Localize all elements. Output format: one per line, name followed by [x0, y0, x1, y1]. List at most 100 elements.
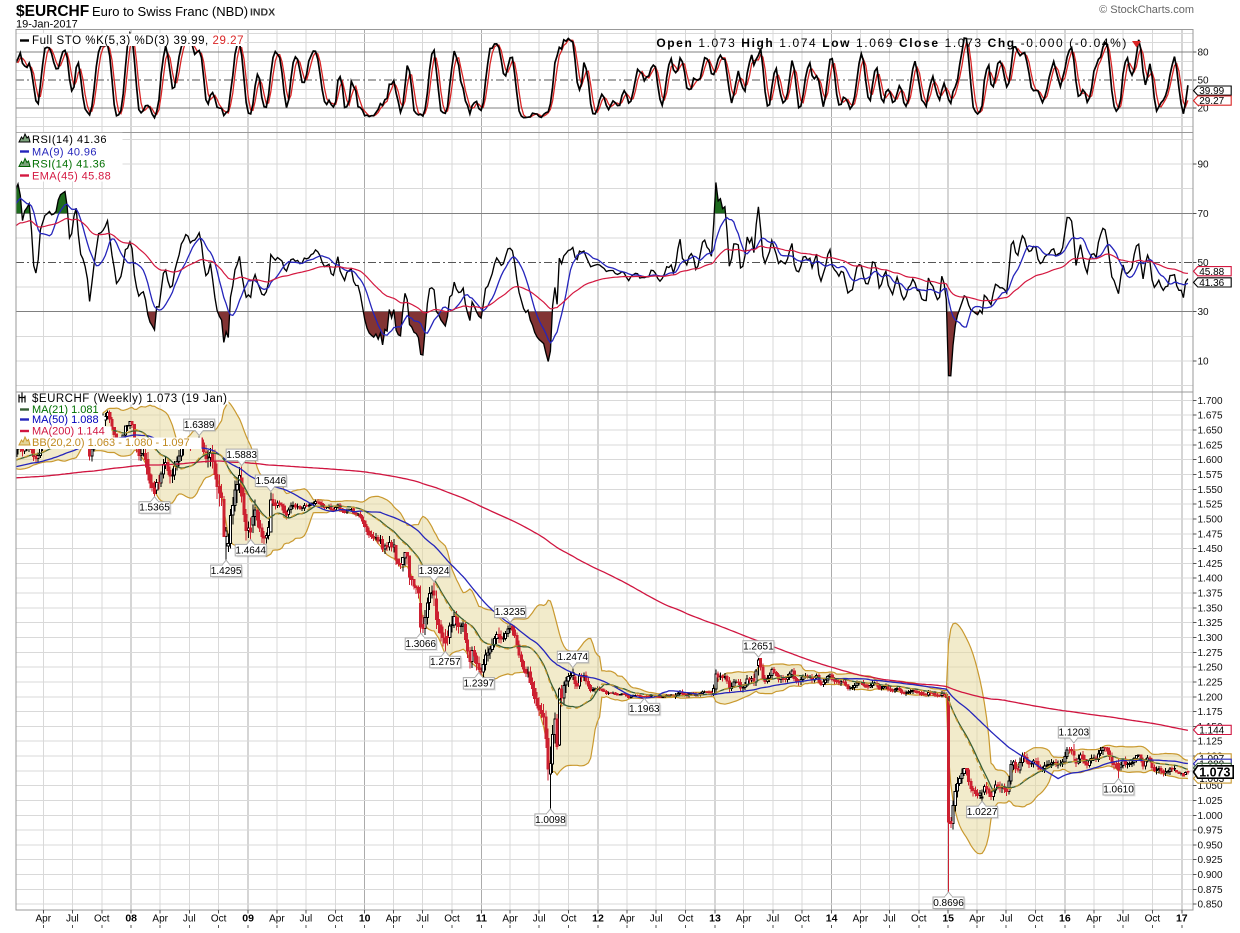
- svg-text:19-Jan-2017: 19-Jan-2017: [16, 19, 78, 31]
- svg-text:80: 80: [1198, 48, 1210, 59]
- svg-text:Oct: Oct: [444, 914, 460, 925]
- svg-text:1.575: 1.575: [1198, 470, 1223, 481]
- svg-text:1.2651: 1.2651: [743, 642, 774, 653]
- svg-text:Apr: Apr: [502, 914, 518, 925]
- svg-text:20: 20: [1198, 104, 1210, 115]
- svg-text:30: 30: [1198, 307, 1210, 318]
- svg-text:1.450: 1.450: [1198, 544, 1223, 555]
- svg-text:Jul: Jul: [1000, 914, 1013, 925]
- svg-text:90: 90: [1198, 160, 1210, 171]
- svg-text:MA(21) 1.081: MA(21) 1.081: [32, 404, 99, 416]
- svg-text:15: 15: [942, 913, 954, 925]
- svg-text:MA(200) 1.144: MA(200) 1.144: [32, 426, 105, 438]
- svg-text:08: 08: [125, 913, 137, 925]
- svg-text:0.8696: 0.8696: [933, 898, 964, 909]
- svg-text:Oct: Oct: [94, 914, 110, 925]
- svg-text:Euro to Swiss Franc (NBD): Euro to Swiss Franc (NBD): [92, 4, 248, 19]
- svg-text:10: 10: [1198, 356, 1210, 367]
- svg-text:14: 14: [826, 913, 838, 925]
- svg-text:0.900: 0.900: [1198, 870, 1223, 881]
- svg-text:1.5446: 1.5446: [256, 476, 287, 487]
- svg-text:1.000: 1.000: [1198, 811, 1223, 822]
- svg-text:1.5883: 1.5883: [226, 450, 257, 461]
- svg-text:BB(20,2.0) 1.063 - 1.080 - 1.0: BB(20,2.0) 1.063 - 1.080 - 1.097: [32, 437, 190, 449]
- svg-text:10: 10: [359, 913, 371, 925]
- svg-text:0.975: 0.975: [1198, 826, 1223, 837]
- svg-text:1.125: 1.125: [1198, 737, 1223, 748]
- svg-text:Jul: Jul: [883, 914, 896, 925]
- svg-text:1.275: 1.275: [1198, 648, 1223, 659]
- svg-text:1.525: 1.525: [1198, 500, 1223, 511]
- svg-text:1.325: 1.325: [1198, 618, 1223, 629]
- svg-text:70: 70: [1198, 209, 1210, 220]
- svg-text:39.99: 39.99: [1199, 86, 1224, 97]
- svg-text:1.4644: 1.4644: [235, 545, 266, 556]
- svg-text:Apr: Apr: [269, 914, 285, 925]
- svg-text:Jul: Jul: [766, 914, 779, 925]
- svg-text:1.650: 1.650: [1198, 426, 1223, 437]
- svg-text:Oct: Oct: [1145, 914, 1161, 925]
- svg-text:Apr: Apr: [36, 914, 52, 925]
- svg-text:1.700: 1.700: [1198, 396, 1223, 407]
- svg-text:1.250: 1.250: [1198, 663, 1223, 674]
- svg-text:$EURCHF (Weekly) 1.073 (19 Jan: $EURCHF (Weekly) 1.073 (19 Jan): [32, 393, 228, 405]
- svg-text:1.1203: 1.1203: [1059, 727, 1090, 738]
- svg-text:1.425: 1.425: [1198, 559, 1223, 570]
- svg-text:RSI(14) 41.36: RSI(14) 41.36: [32, 159, 106, 171]
- svg-text:50: 50: [1198, 76, 1210, 87]
- svg-text:1.400: 1.400: [1198, 574, 1223, 585]
- svg-text:0.950: 0.950: [1198, 840, 1223, 851]
- svg-text:1.175: 1.175: [1198, 707, 1223, 718]
- svg-text:1.625: 1.625: [1198, 440, 1223, 451]
- svg-text:© StockCharts.com: © StockCharts.com: [1099, 4, 1194, 16]
- svg-text:1.200: 1.200: [1198, 692, 1223, 703]
- svg-text:RSI(14) 41.36: RSI(14) 41.36: [32, 134, 107, 146]
- svg-text:1.050: 1.050: [1198, 781, 1223, 792]
- svg-text:Apr: Apr: [853, 914, 869, 925]
- svg-text:Apr: Apr: [386, 914, 402, 925]
- svg-text:Full STO %K(5,3) %D(3) 39.99,: Full STO %K(5,3) %D(3) 39.99, 29.27: [32, 35, 244, 47]
- svg-text:13: 13: [709, 913, 721, 925]
- svg-text:1.2474: 1.2474: [558, 652, 589, 663]
- svg-text:Jul: Jul: [650, 914, 663, 925]
- svg-text:1.375: 1.375: [1198, 589, 1223, 600]
- svg-text:Oct: Oct: [211, 914, 227, 925]
- svg-text:1.073: 1.073: [1199, 765, 1230, 779]
- svg-text:1.6389: 1.6389: [184, 420, 215, 431]
- svg-text:29.27: 29.27: [1199, 96, 1224, 107]
- svg-text:Oct: Oct: [678, 914, 694, 925]
- svg-text:Open 1.073 High 1.074 Low 1.06: Open 1.073 High 1.074 Low 1.069 Close 1.…: [656, 36, 1128, 50]
- svg-text:Jul: Jul: [533, 914, 546, 925]
- svg-text:0.850: 0.850: [1198, 900, 1223, 911]
- svg-text:1.2397: 1.2397: [464, 679, 495, 690]
- svg-text:Apr: Apr: [619, 914, 635, 925]
- svg-text:1.144: 1.144: [1199, 726, 1224, 737]
- svg-text:Oct: Oct: [1028, 914, 1044, 925]
- svg-text:1.0098: 1.0098: [535, 815, 566, 826]
- svg-text:41.36: 41.36: [1199, 278, 1224, 289]
- svg-text:1.0610: 1.0610: [1103, 784, 1134, 795]
- svg-text:12: 12: [592, 913, 604, 925]
- svg-text:1.550: 1.550: [1198, 485, 1223, 496]
- svg-text:Jul: Jul: [1117, 914, 1130, 925]
- svg-text:INDX: INDX: [250, 7, 275, 19]
- svg-text:$EURCHF: $EURCHF: [16, 3, 89, 20]
- svg-text:1.3066: 1.3066: [405, 639, 436, 650]
- svg-text:1.475: 1.475: [1198, 529, 1223, 540]
- svg-text:1.675: 1.675: [1198, 411, 1223, 422]
- svg-text:50: 50: [1198, 258, 1210, 269]
- svg-text:17: 17: [1176, 913, 1188, 925]
- svg-text:1.350: 1.350: [1198, 603, 1223, 614]
- svg-text:Jul: Jul: [416, 914, 429, 925]
- svg-text:1.063: 1.063: [1199, 774, 1224, 785]
- svg-text:Jul: Jul: [183, 914, 196, 925]
- svg-text:0.925: 0.925: [1198, 855, 1223, 866]
- svg-text:Oct: Oct: [561, 914, 577, 925]
- svg-text:1.5365: 1.5365: [139, 503, 170, 514]
- svg-text:Oct: Oct: [328, 914, 344, 925]
- svg-text:11: 11: [476, 913, 487, 925]
- svg-text:1.025: 1.025: [1198, 796, 1223, 807]
- svg-text:MA(9) 40.96: MA(9) 40.96: [32, 147, 97, 159]
- svg-text:Oct: Oct: [911, 914, 927, 925]
- svg-text:MA(50) 1.088: MA(50) 1.088: [32, 414, 99, 426]
